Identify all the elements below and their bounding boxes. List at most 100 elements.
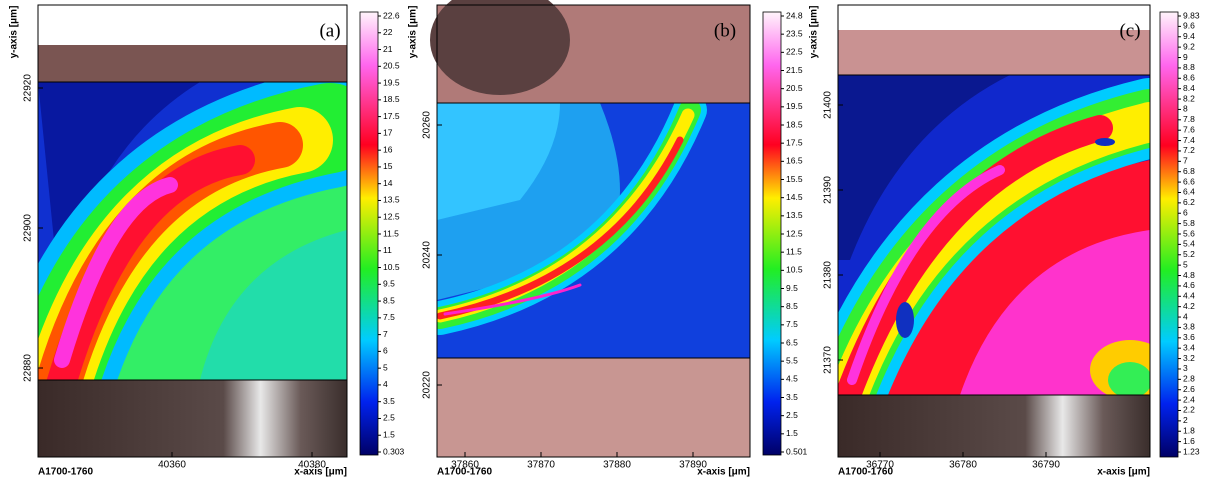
colorbar-label: 0.303	[383, 446, 405, 456]
colorbar-label: 15	[383, 161, 393, 171]
colorbar-label: 7.4	[1183, 135, 1195, 145]
colorbar-label: 18.5	[786, 119, 803, 129]
colorbar-label: 5.8	[1183, 218, 1195, 228]
colorbar-label: 5	[1183, 259, 1188, 269]
y-tick-label: 22880	[23, 354, 34, 382]
colorbar-label: 2.2	[1183, 405, 1195, 415]
colorbar-label: 14.5	[786, 192, 803, 202]
colorbar-label: 3	[1183, 363, 1188, 373]
colorbar-label: 5.4	[1183, 239, 1195, 249]
colorbar-label: 11	[383, 245, 392, 255]
colorbar-label: 4.6	[1183, 280, 1195, 290]
colorbar-label: 6.5	[786, 337, 798, 347]
y-tick-label: 21390	[823, 176, 834, 204]
colorbar-label: 3.8	[1183, 322, 1195, 332]
x-tick-label: 37880	[603, 460, 631, 471]
x-tick-label: 40380	[298, 460, 326, 471]
colorbar-label: 8.8	[1183, 62, 1195, 72]
colorbar-label: 12.5	[383, 211, 400, 221]
colorbar-label: 16.5	[786, 156, 803, 166]
colorbar-label: 7.6	[1183, 124, 1195, 134]
y-tick-label: 21380	[823, 261, 834, 289]
y-tick-label: 22900	[23, 214, 34, 242]
x-axis-title: x-axis [μm]	[697, 467, 750, 478]
colorbar-label: 5.2	[1183, 249, 1195, 259]
colorbar-label: 6	[383, 346, 388, 356]
panel-label: (c)	[1119, 20, 1140, 41]
panel-a-image	[37, 4, 379, 458]
x-tick-label: 36790	[1032, 460, 1060, 471]
x-tick-label: 37870	[527, 460, 555, 471]
colorbar-label: 20.5	[786, 83, 803, 93]
colorbar-label: 16	[383, 144, 393, 154]
colorbar-label: 8	[1183, 104, 1188, 114]
x-axis-title: x-axis [μm]	[294, 467, 347, 478]
colorbar-label: 1.8	[1183, 425, 1195, 435]
y-tick-label: 20240	[422, 241, 433, 269]
panel-c-image	[837, 4, 1179, 458]
colorbar-label: 4	[1183, 311, 1188, 321]
colorbar-label: 22.5	[786, 47, 803, 57]
y-tick-label: 21370	[823, 346, 834, 374]
colorbar-label: 11.5	[383, 228, 399, 238]
colorbar-label: 19.5	[786, 101, 803, 111]
colorbar-label: 5	[383, 362, 388, 372]
colorbar-label: 9.83	[1183, 10, 1200, 20]
panel-b-image	[430, 0, 782, 458]
colorbar-label: 9.6	[1183, 21, 1195, 31]
y-tick-label: 20260	[422, 111, 433, 139]
colorbar-label: 9.5	[786, 283, 798, 293]
colorbar-label: 8.5	[383, 295, 395, 305]
sample-name: A1700-1760	[437, 467, 492, 478]
colorbar-label: 21.5	[786, 65, 803, 75]
x-tick-label: 36780	[949, 460, 977, 471]
colorbar-label: 22.6	[383, 10, 400, 20]
colorbar-label: 24.8	[786, 10, 803, 20]
colorbar-label: 1.23	[1183, 446, 1200, 456]
colorbar-label: 4.4	[1183, 291, 1195, 301]
colorbar-label: 1.6	[1183, 436, 1195, 446]
colorbar-label: 7.2	[1183, 145, 1195, 155]
colorbar-label: 3.6	[1183, 332, 1195, 342]
colorbar-label: 1.5	[786, 428, 798, 438]
colorbar-label: 11.5	[786, 246, 802, 256]
colorbar-label: 4	[383, 379, 388, 389]
colorbar-label: 3.4	[1183, 342, 1195, 352]
colorbar-label: 2.6	[1183, 384, 1195, 394]
colorbar-label: 4.2	[1183, 301, 1195, 311]
colorbar-label: 20.5	[383, 61, 400, 71]
colorbar-label: 6.6	[1183, 176, 1195, 186]
colorbar-label: 22	[383, 27, 393, 37]
colorbar-label: 3.5	[383, 396, 395, 406]
x-tick-label: 36770	[866, 460, 894, 471]
colorbar-label: 5.6	[1183, 228, 1195, 238]
colorbar-label: 9.4	[1183, 31, 1195, 41]
colorbar-label: 8.4	[1183, 83, 1195, 93]
colorbar-label: 7.8	[1183, 114, 1195, 124]
colorbar-label: 7.5	[383, 312, 395, 322]
colorbar-label: 12.5	[786, 228, 803, 238]
colorbar-label: 2	[1183, 415, 1188, 425]
colorbar-label: 13.5	[383, 195, 400, 205]
colorbar-label: 8.2	[1183, 93, 1195, 103]
colorbar-label: 17	[383, 128, 393, 138]
colorbar-label: 9	[1183, 52, 1188, 62]
colorbar-label: 19.5	[383, 77, 400, 87]
colorbar-label: 17.5	[786, 137, 803, 147]
y-tick-label: 22920	[23, 74, 34, 102]
colorbar-label: 21	[383, 44, 393, 54]
colorbar-label: 13.5	[786, 210, 803, 220]
y-axis-title: y-axis [μm]	[9, 6, 20, 59]
colorbar-label: 7	[383, 329, 388, 339]
colorbar-label: 6	[1183, 207, 1188, 217]
sample-name: A1700-1760	[838, 467, 893, 478]
panel-label: (b)	[714, 20, 736, 41]
colorbar-label: 23.5	[786, 28, 803, 38]
colorbar-label: 10.5	[383, 262, 400, 272]
colorbar-label: 7	[1183, 156, 1188, 166]
colorbar-label: 7.5	[786, 319, 798, 329]
colorbar-label: 6.4	[1183, 187, 1195, 197]
y-axis-title: y-axis [μm]	[408, 6, 419, 59]
colorbar-label: 8.6	[1183, 73, 1195, 83]
colorbar-label: 14	[383, 178, 393, 188]
